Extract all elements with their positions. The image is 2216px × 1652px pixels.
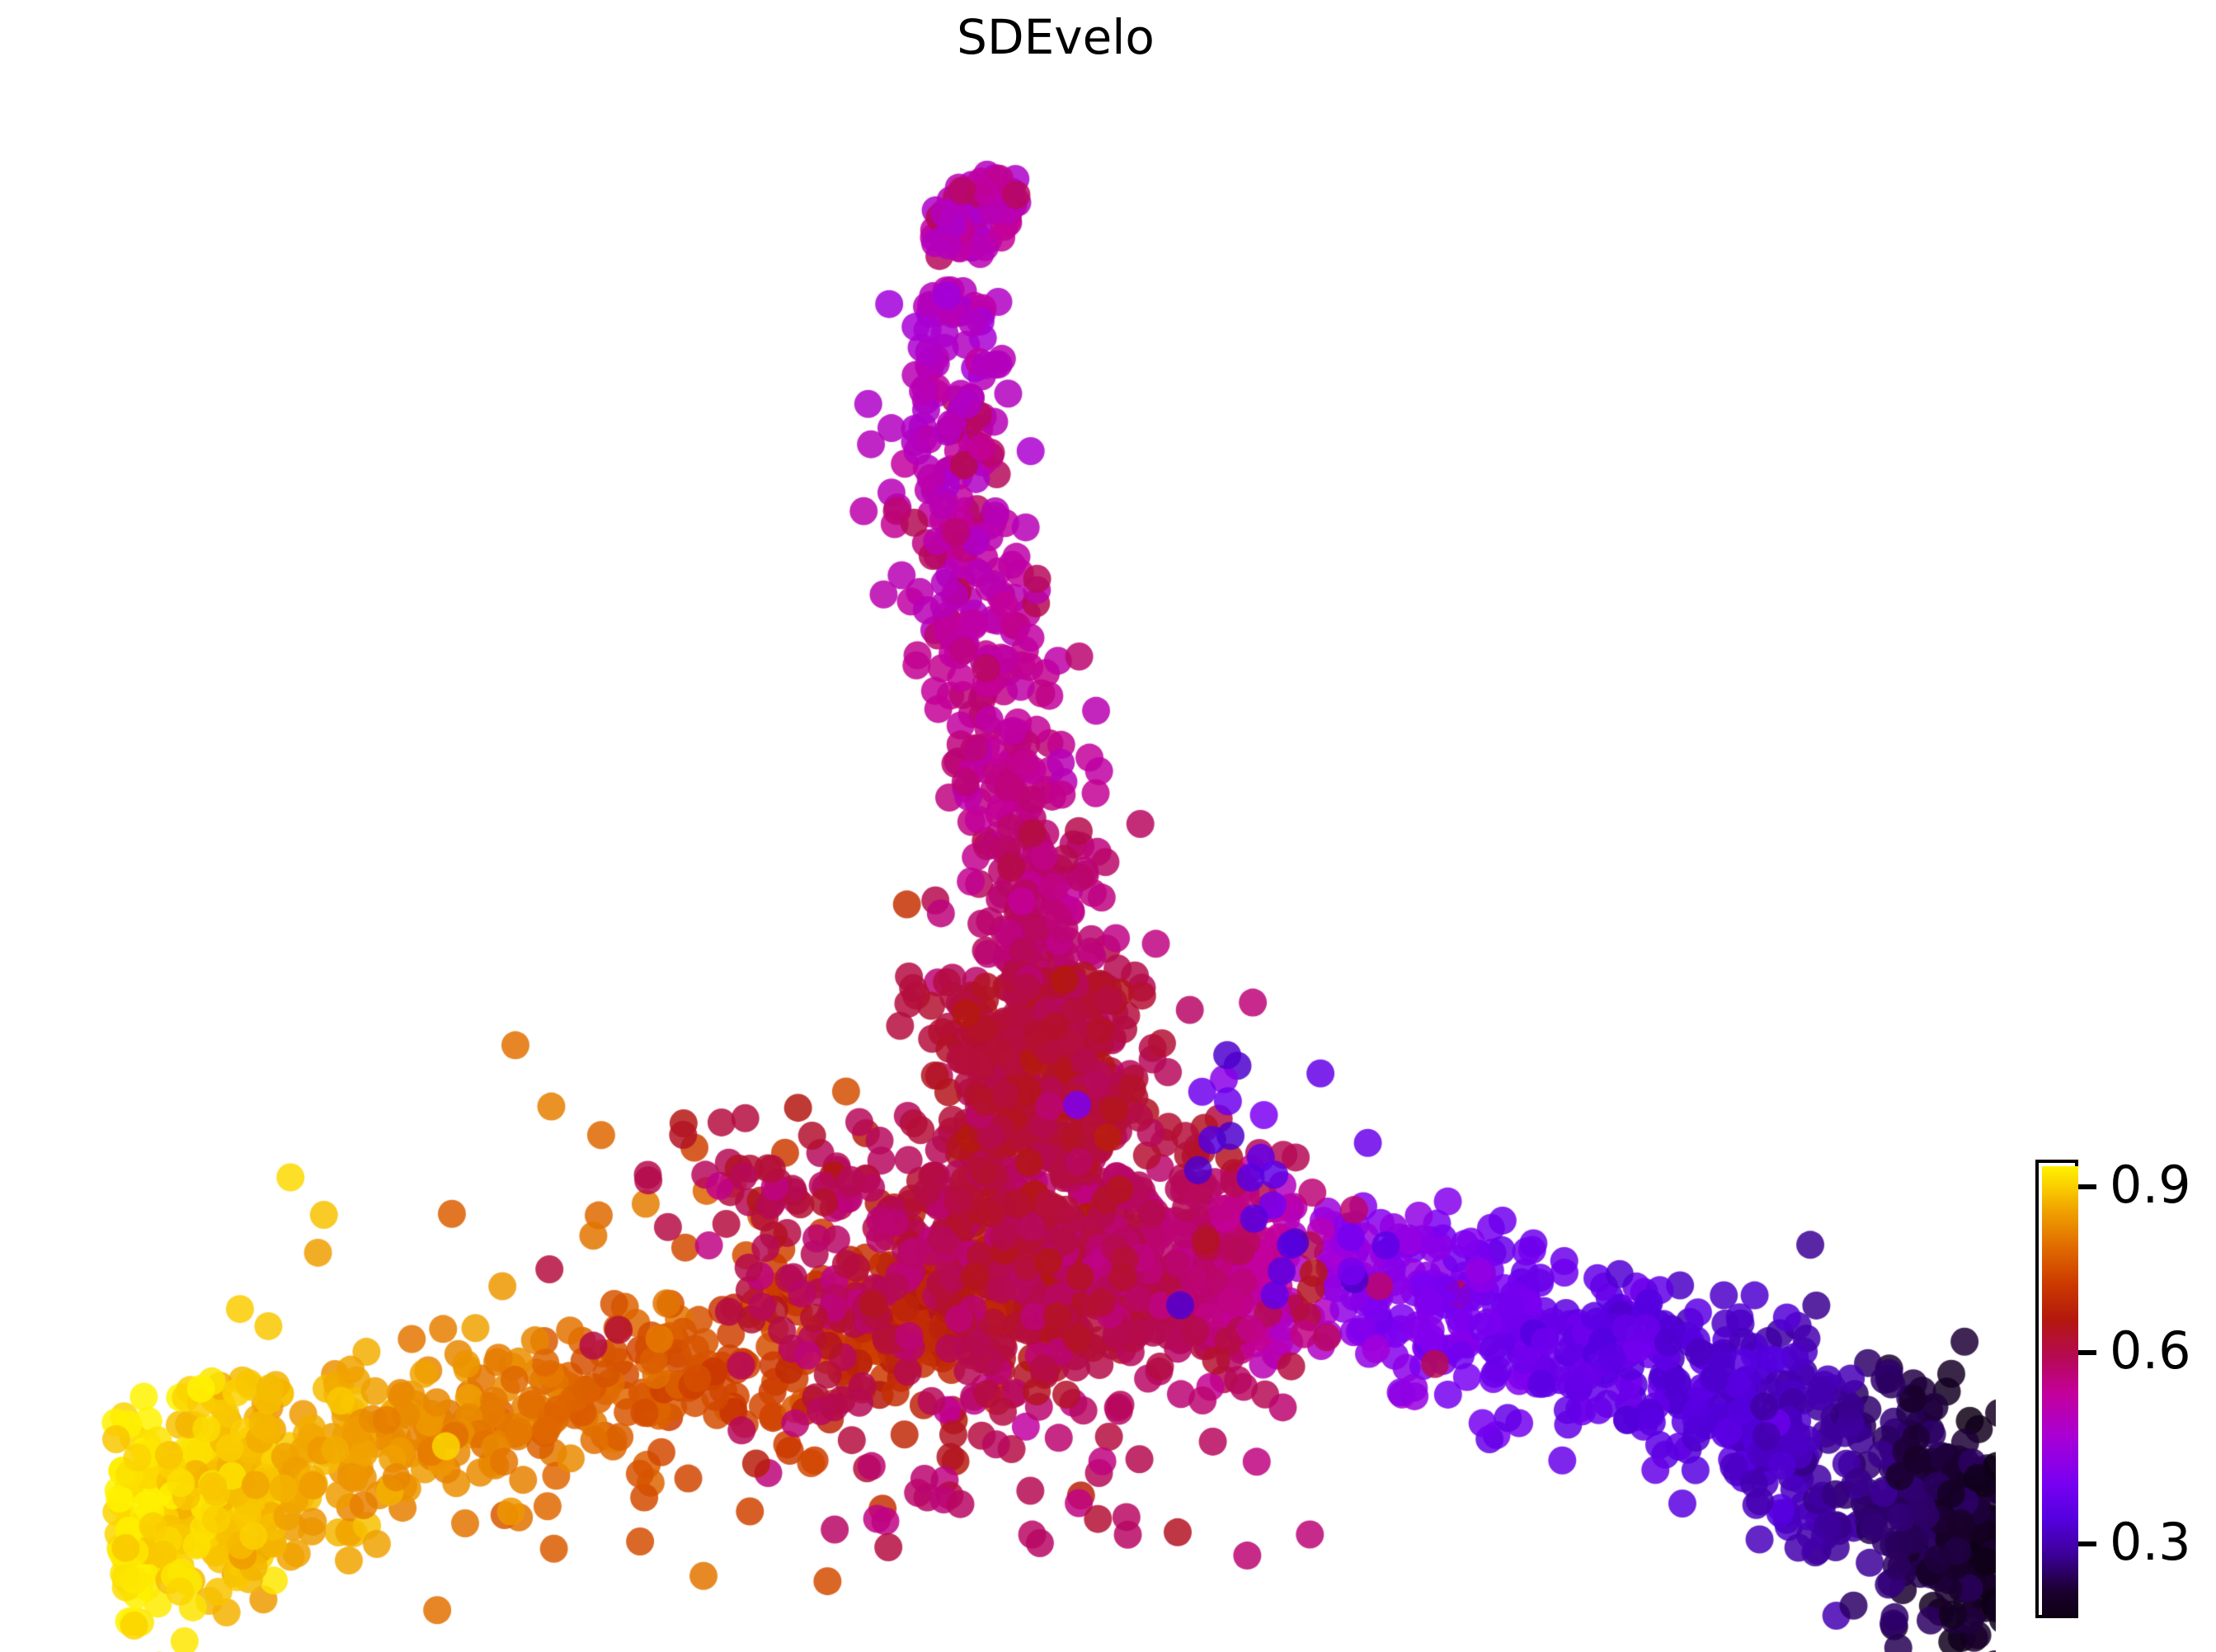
colorbar[interactable]: 0.9 0.6 0.3 xyxy=(2035,1160,2216,1621)
colorbar-ticklabel-0: 0.9 xyxy=(2110,1155,2191,1215)
colorbar-ticklabel-2: 0.3 xyxy=(2110,1512,2191,1572)
colorbar-gradient-frame[interactable] xyxy=(2035,1160,2078,1618)
colorbar-tick-2 xyxy=(2078,1541,2096,1546)
colorbar-ticklabel-1: 0.6 xyxy=(2110,1320,2191,1381)
colorbar-tick-0 xyxy=(2078,1184,2096,1189)
colorbar-tick-1 xyxy=(2078,1350,2096,1355)
scatter-points-layer xyxy=(0,0,1996,1652)
colorbar-gradient-fill xyxy=(2042,1166,2078,1618)
scatter-plot-axes xyxy=(0,0,1996,1652)
